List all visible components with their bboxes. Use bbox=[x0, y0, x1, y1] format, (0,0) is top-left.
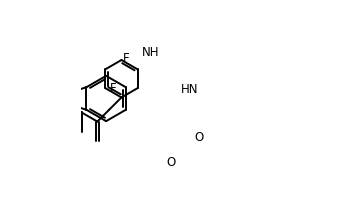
Text: O: O bbox=[166, 156, 176, 169]
Text: NH: NH bbox=[142, 46, 159, 59]
Text: F: F bbox=[123, 52, 130, 65]
Text: O: O bbox=[194, 131, 203, 144]
Text: F: F bbox=[110, 82, 117, 95]
Text: HN: HN bbox=[181, 83, 199, 96]
